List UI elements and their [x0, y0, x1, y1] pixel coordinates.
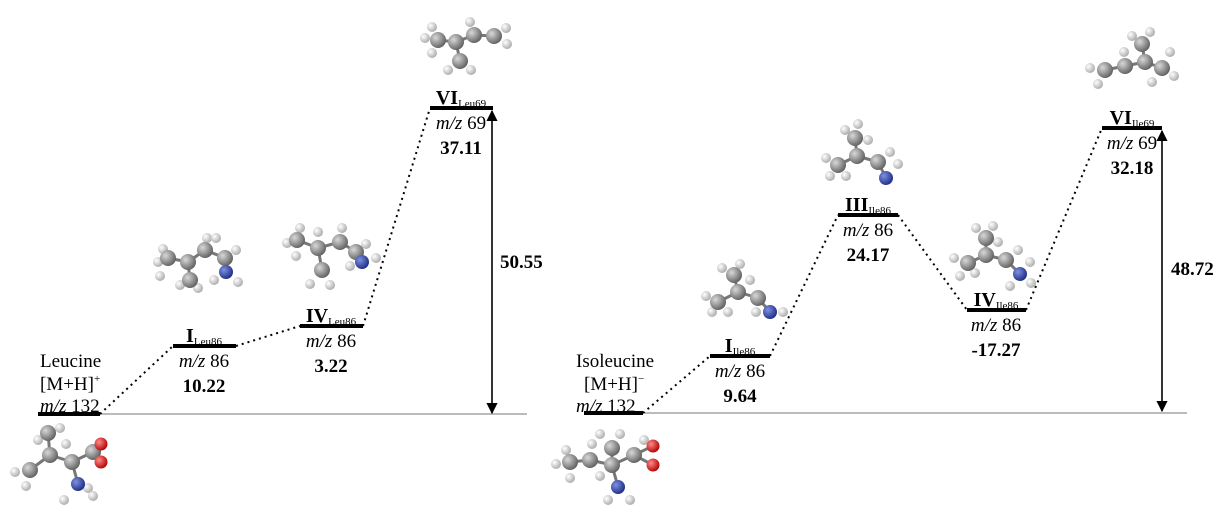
state-VI-ile69: VIIle69 m/z 69 32.18	[1092, 108, 1172, 178]
state-name-sub: Ile86	[995, 300, 1019, 312]
mz-prefix: m/z	[842, 220, 870, 241]
left-gap-value: 50.55	[500, 252, 543, 273]
mz-prefix: m/z	[305, 331, 333, 352]
state-IV-ile86: IVIle86 m/z 86 -17.27	[956, 290, 1036, 360]
isoleucine-mz-value: 132	[607, 396, 636, 417]
state-name-main: VI	[435, 87, 459, 109]
state-name-sub: Ile69	[1131, 118, 1155, 130]
isoleucine-label: Isoleucine [M+H]− m/z 132	[576, 352, 676, 416]
state-energy: 10.22	[182, 376, 226, 397]
leucine-ion: [M+H]+	[40, 373, 130, 395]
isoleucine-ion-main: [M+H]	[584, 374, 638, 395]
connector-right-3	[897, 214, 968, 311]
state-IV-leu86: IVLeu86 m/z 86 3.22	[291, 306, 371, 376]
leucine-label: Leucine [M+H]+ m/z 132	[40, 352, 130, 416]
state-name-sub: Leu86	[328, 316, 357, 328]
state-energy: 24.17	[846, 245, 890, 266]
state-name-sub: Ile86	[732, 346, 756, 358]
state-name: VILeu69	[421, 88, 501, 110]
state-I-ile86: IIle86 m/z 86 9.64	[700, 336, 780, 406]
VI-ile69-molecule	[1085, 27, 1179, 89]
state-energy: -17.27	[971, 340, 1021, 361]
state-energy: 3.22	[314, 356, 348, 377]
isoleucine-ion: [M+H]−	[576, 373, 676, 395]
connector-left-1	[99, 345, 174, 415]
connector-right-4	[1025, 127, 1103, 311]
leucine-mz-prefix: m/z	[40, 396, 67, 417]
state-name-main: I	[186, 325, 194, 347]
leucine-ion-charge: +	[94, 373, 101, 385]
state-mz: m/z 69	[421, 114, 501, 133]
IV-leu86-molecule	[282, 223, 381, 290]
state-name-main: VI	[1109, 107, 1132, 129]
isoleucine-mz-prefix: m/z	[576, 396, 603, 417]
I-leu86-molecule	[153, 233, 243, 293]
leucine-mz-value: 132	[71, 396, 100, 417]
mz-value: 86	[1002, 315, 1022, 336]
state-name: IVIle86	[956, 290, 1036, 312]
state-energy: 32.18	[1110, 158, 1154, 179]
isoleucine-mz: m/z 132	[576, 397, 676, 416]
mz-value: 86	[210, 351, 230, 372]
leucine-ion-main: [M+H]	[40, 374, 94, 395]
state-name-sub: Ile86	[868, 205, 891, 217]
leucine-molecule	[10, 423, 108, 505]
mz-prefix: m/z	[714, 361, 742, 382]
state-name-sub: Leu69	[458, 98, 487, 110]
isoleucine-name: Isoleucine	[576, 351, 655, 372]
state-name-main: IV	[305, 305, 329, 327]
state-mz: m/z 86	[164, 352, 244, 371]
state-I-leu86: ILeu86 m/z 86 10.22	[164, 326, 244, 396]
mz-prefix: m/z	[970, 315, 998, 336]
state-mz: m/z 86	[828, 221, 908, 240]
IV-ile86-molecule	[949, 221, 1036, 291]
mz-value: 69	[467, 113, 487, 134]
connector-left-3	[362, 107, 431, 327]
mz-value: 69	[1138, 133, 1158, 154]
state-energy: 37.11	[440, 138, 482, 159]
III-ile86-molecule	[821, 119, 903, 185]
state-VI-leu69: VILeu69 m/z 69 37.11	[421, 88, 501, 158]
mz-prefix: m/z	[178, 351, 206, 372]
state-name: IVLeu86	[291, 306, 371, 328]
leucine-name: Leucine	[40, 351, 102, 372]
isoleucine-ion-charge: −	[638, 373, 645, 385]
VI-leu69-molecule	[420, 17, 512, 75]
state-III-ile86: IIIIle86 m/z 86 24.17	[828, 195, 908, 265]
state-energy: 9.64	[723, 386, 757, 407]
leucine-mz: m/z 132	[40, 397, 130, 416]
state-name-sub: Leu86	[193, 336, 222, 348]
state-name: ILeu86	[164, 326, 244, 348]
I-ile86-molecule	[701, 259, 788, 319]
connector-right-1	[642, 355, 711, 414]
state-name-main: III	[845, 194, 869, 216]
state-name: VIIle69	[1092, 108, 1172, 130]
state-mz: m/z 86	[956, 316, 1036, 335]
state-mz: m/z 69	[1092, 134, 1172, 153]
connector-right-2	[769, 214, 839, 357]
state-mz: m/z 86	[291, 332, 371, 351]
mz-value: 86	[746, 361, 766, 382]
mz-value: 86	[874, 220, 894, 241]
right-gap-value: 48.72	[1171, 259, 1214, 280]
state-name-main: I	[724, 335, 733, 357]
isoleucine-molecule	[551, 429, 660, 505]
mz-prefix: m/z	[435, 113, 463, 134]
state-name: IIle86	[700, 336, 780, 358]
mz-value: 86	[337, 331, 357, 352]
state-mz: m/z 86	[700, 362, 780, 381]
state-name-main: IV	[973, 289, 996, 311]
connector-left-2	[235, 325, 301, 347]
mz-prefix: m/z	[1106, 133, 1134, 154]
state-name: IIIIle86	[828, 195, 908, 217]
